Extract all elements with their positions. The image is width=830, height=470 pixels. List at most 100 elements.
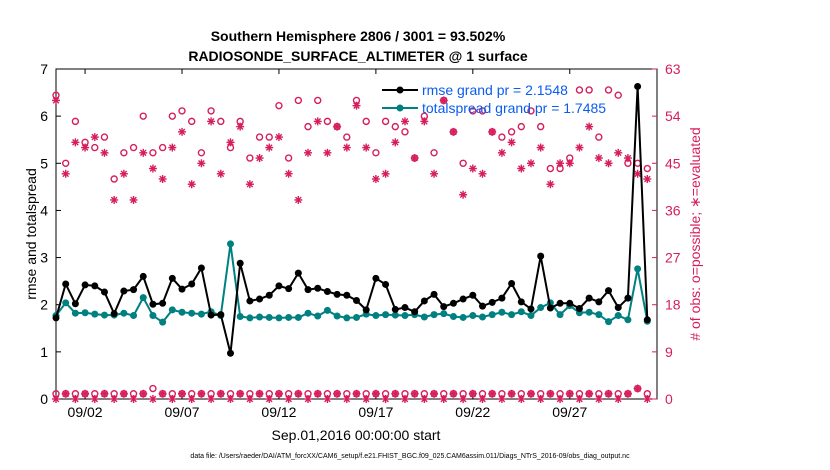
rmse-point: [178, 285, 186, 293]
rmse-point: [479, 302, 487, 310]
obs-possible-marker: [304, 122, 312, 131]
right-tick-label: 54: [665, 108, 681, 124]
y-axis-label-right: # of obs: o=possible; ∗=evaluated: [687, 127, 703, 340]
obs-evaluated-marker: [274, 389, 283, 398]
totalspread-point: [139, 294, 147, 302]
obs-evaluated-marker: [187, 395, 196, 403]
obs-possible-marker: [207, 107, 215, 115]
obs-evaluated-marker: [129, 195, 138, 204]
rmse-point: [585, 294, 593, 302]
obs-evaluated-marker: [52, 395, 60, 403]
obs-possible-marker: [265, 133, 273, 141]
obs-evaluated-marker: [245, 395, 254, 403]
obs-evaluated-marker: [81, 143, 90, 152]
totalspread-point: [275, 314, 283, 322]
left-tick-label: 5: [40, 155, 48, 171]
obs-evaluated-marker: [90, 395, 99, 403]
obs-evaluated-marker: [362, 143, 371, 152]
totalspread-point: [585, 308, 593, 316]
totalspread-point: [246, 314, 254, 322]
rmse-point: [285, 285, 293, 293]
obs-evaluated-marker: [207, 117, 216, 126]
obs-possible-marker: [61, 159, 70, 167]
obs-evaluated-marker: [546, 389, 555, 398]
right-tick-label: 18: [665, 297, 681, 313]
rmse-point: [217, 311, 225, 319]
obs-possible-marker: [595, 133, 603, 141]
rmse-point: [556, 299, 564, 307]
obs-evaluated-marker: [139, 389, 148, 398]
right-tick-label: 27: [665, 250, 681, 266]
rmse-point: [411, 308, 419, 316]
rmse-point: [52, 314, 60, 322]
obs-evaluated-marker: [148, 395, 157, 403]
obs-evaluated-marker: [255, 389, 264, 398]
obs-evaluated-marker: [71, 138, 80, 147]
rmse-point: [275, 282, 283, 290]
totalspread-point: [508, 311, 516, 319]
left-tick-label: 4: [40, 202, 48, 218]
obs-evaluated-marker: [420, 117, 429, 126]
obs-evaluated-marker: [352, 101, 361, 110]
totalspread-point: [304, 309, 312, 317]
totalspread-point: [343, 314, 351, 322]
obs-evaluated-marker: [100, 148, 109, 157]
obs-possible-marker: [275, 101, 283, 110]
totalspread-point: [62, 299, 70, 307]
rmse-point: [382, 280, 390, 288]
obs-evaluated-marker: [71, 395, 80, 403]
rmse-point: [71, 300, 79, 308]
obs-evaluated-marker: [245, 180, 254, 189]
obs-evaluated-marker: [449, 127, 458, 136]
obs-evaluated-marker: [313, 389, 322, 398]
totalspread-point: [168, 306, 176, 314]
obs-evaluated-marker: [536, 143, 545, 152]
obs-evaluated-marker: [623, 389, 632, 398]
obs-possible-marker: [372, 149, 380, 157]
obs-possible-marker: [469, 107, 477, 115]
rmse-point: [508, 280, 516, 287]
totalspread-point: [488, 311, 496, 319]
totalspread-point: [634, 265, 642, 273]
obs-evaluated-marker: [178, 389, 187, 398]
obs-evaluated-marker: [497, 148, 506, 157]
obs-evaluated-marker: [187, 180, 196, 189]
data-file-footnote: data file: /Users/raeder/DAI/ATM_forcXX/…: [190, 453, 630, 460]
totalspread-point: [226, 240, 234, 248]
rmse-point: [62, 280, 70, 288]
rmse-point: [304, 286, 312, 294]
rmse-point: [91, 282, 99, 290]
rmse-point: [488, 298, 496, 306]
totalspread-point: [517, 308, 525, 316]
obs-evaluated-marker: [333, 122, 342, 131]
obs-evaluated-marker: [546, 180, 555, 189]
totalspread-point: [624, 316, 632, 324]
rmse-point: [168, 274, 176, 282]
rmse-point: [605, 287, 613, 295]
rmse-point: [333, 290, 341, 298]
obs-evaluated-marker: [168, 143, 177, 152]
rmse-point: [430, 290, 438, 298]
obs-evaluated-marker: [449, 389, 458, 398]
obs-possible-marker: [110, 175, 118, 183]
obs-evaluated-marker: [410, 389, 419, 398]
obs-evaluated-marker: [488, 127, 497, 136]
rmse-point: [81, 281, 89, 289]
legend-rmse-label: rmse grand pr = 2.1548: [422, 82, 568, 98]
obs-possible-marker: [343, 133, 351, 141]
rmse-point: [469, 291, 477, 299]
obs-evaluated-marker: [294, 195, 303, 204]
obs-evaluated-marker: [497, 395, 506, 403]
obs-evaluated-marker: [430, 169, 439, 178]
obs-evaluated-marker: [565, 389, 574, 398]
x-axis-label: Sep.01,2016 00:00:00 start: [272, 427, 441, 443]
rmse-point: [246, 297, 254, 305]
totalspread-point: [256, 313, 264, 321]
obs-evaluated-marker: [594, 395, 603, 403]
obs-possible-marker: [536, 122, 545, 131]
obs-evaluated-marker: [526, 389, 535, 398]
totalspread-point: [469, 312, 477, 320]
rmse-point: [207, 311, 215, 319]
totalspread-point: [120, 309, 128, 317]
totalspread-point: [236, 313, 244, 320]
